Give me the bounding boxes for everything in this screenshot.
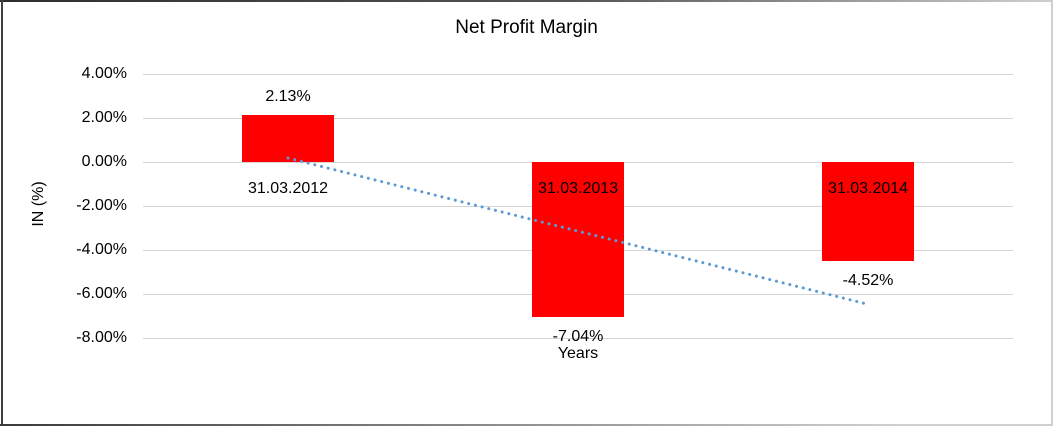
bar-value-label: -4.52% [842,272,894,290]
trendline [286,156,870,306]
gridline [143,338,1013,339]
y-axis-tick-label: 0.00% [81,153,127,170]
plot-area: 2.13% 31.03.2012 -7.04% 31.03.2013 -4.52% 31.… [143,74,1013,345]
x-axis-title: Years [557,345,599,362]
bar-value-label: 2.13% [265,88,311,106]
y-axis-tick-label: -4.00% [76,241,127,258]
bar [822,162,914,262]
x-axis-category-label: 31.03.2013 [537,180,619,197]
y-axis-tick-label: -6.00% [76,285,127,302]
gridline [143,74,1013,75]
frame-border-top [0,0,1053,2]
frame-border-left [1,0,3,426]
chart-title: Net Profit Margin [455,17,598,38]
x-axis-category-label: 31.03.2012 [247,180,329,197]
frame-border-bottom [0,424,1053,426]
frame-border-right [1051,0,1053,426]
x-axis-category-label: 31.03.2014 [827,180,909,197]
bar-value-label: -7.04% [552,327,604,345]
gridline [143,118,1013,119]
y-axis-tick-label: 2.00% [81,109,127,126]
y-axis-tick-label: -8.00% [76,329,127,346]
bar [242,115,334,162]
y-axis-tick-label: 4.00% [81,65,127,82]
y-axis-tick-label: -2.00% [76,197,127,214]
